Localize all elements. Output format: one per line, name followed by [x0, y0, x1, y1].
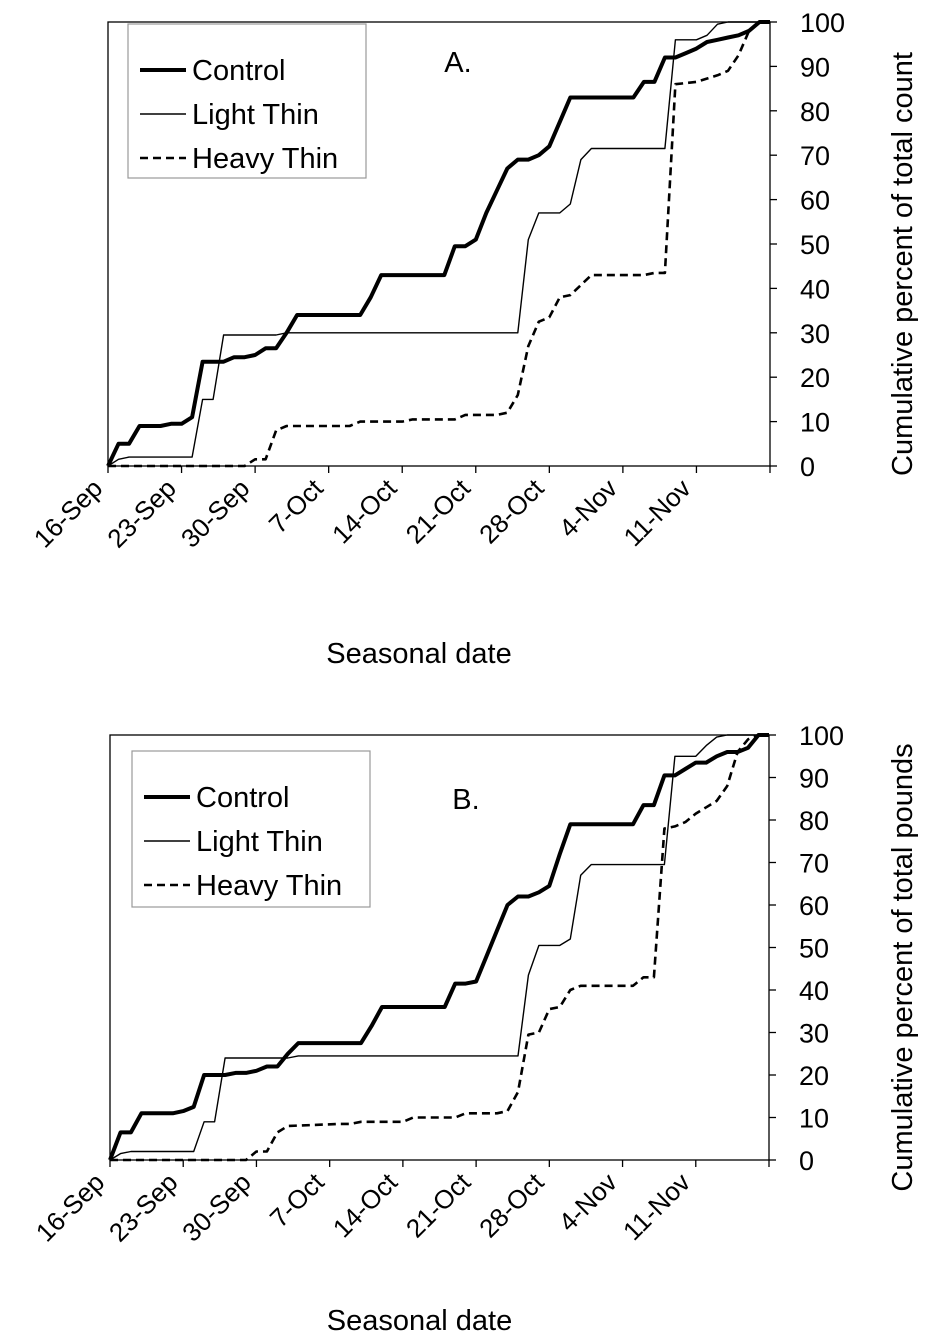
x-tick-label: 11-Nov	[618, 473, 697, 552]
y-tick-label: 30	[800, 319, 830, 349]
y-tick-label: 50	[800, 230, 830, 260]
y-tick-label: 50	[799, 934, 829, 964]
x-tick-label: 4-Nov	[553, 473, 623, 543]
y-tick-label: 90	[800, 52, 830, 82]
y-tick-label: 10	[799, 1104, 829, 1134]
y-tick-label: 100	[800, 8, 845, 38]
y-tick-label: 90	[799, 764, 829, 794]
x-tick-label: 23-Sep	[101, 473, 181, 553]
y-tick-label: 60	[799, 891, 829, 921]
y-tick-label: 0	[799, 1146, 814, 1176]
series-line-light-thin	[109, 734, 769, 1161]
legend-label: Heavy Thin	[196, 870, 342, 902]
x-tick-label: 11-Nov	[617, 1167, 696, 1246]
y-tick-label: 70	[799, 849, 829, 879]
y-tick-label: 70	[800, 141, 830, 171]
x-tick-label: 14-Oct	[326, 472, 403, 549]
x-tick-label: 7-Oct	[264, 1166, 331, 1233]
chart-panel-b: 0 10 20 30 40 50 60 70 80 90 100 16-Sep23-Sep30-Sep…	[30, 721, 919, 1337]
y-tick-label: 100	[799, 721, 844, 751]
x-tick-label: 21-Oct	[400, 1166, 477, 1243]
legend-box	[127, 23, 367, 179]
legend-box	[131, 750, 371, 908]
legend-label: Light Thin	[192, 99, 319, 131]
x-tick-label: 16-Sep	[28, 473, 108, 553]
x-axis-label: Seasonal date	[327, 1305, 512, 1337]
legend-label: Control	[192, 55, 286, 87]
panel-label: A.	[444, 47, 471, 79]
chart-panel-a: 0 10 20 30 40 50 60 70 80 90 100 16-Sep23-Sep30-Sep…	[28, 8, 919, 670]
x-tick-label: 30-Sep	[176, 1167, 256, 1247]
legend-label: Light Thin	[196, 826, 323, 858]
legend-label: Control	[196, 782, 290, 814]
x-tick-label: 23-Sep	[103, 1167, 183, 1247]
x-tick-label: 7-Oct	[263, 472, 330, 539]
series-line-control	[108, 733, 769, 1161]
series-line-heavy-thin	[108, 20, 770, 468]
x-tick-label: 30-Sep	[175, 473, 255, 553]
x-axis-label: Seasonal date	[326, 638, 511, 670]
y-axis-label: Cumulative percent of total pounds	[887, 743, 919, 1191]
series-line-light-thin	[107, 21, 770, 467]
legend-label: Heavy Thin	[192, 143, 338, 175]
y-tick-label: 40	[800, 274, 830, 304]
y-tick-label: 30	[799, 1019, 829, 1049]
series-line-heavy-thin	[110, 733, 769, 1162]
y-tick-label: 40	[799, 976, 829, 1006]
y-axis-label: Cumulative percent of total count	[887, 52, 919, 476]
y-tick-label: 0	[800, 452, 815, 482]
y-tick-label: 20	[799, 1061, 829, 1091]
x-tick-label: 16-Sep	[30, 1167, 110, 1247]
x-tick-label: 14-Oct	[327, 1166, 404, 1243]
y-tick-label: 10	[800, 408, 830, 438]
x-tick-label: 21-Oct	[400, 472, 477, 549]
y-tick-label: 60	[800, 186, 830, 216]
x-tick-label: 4-Nov	[553, 1167, 623, 1237]
x-tick-label: 28-Oct	[473, 472, 550, 549]
y-tick-label: 20	[800, 363, 830, 393]
x-tick-label: 28-Oct	[473, 1166, 550, 1243]
panel-label: B.	[452, 784, 479, 816]
y-tick-label: 80	[800, 97, 830, 127]
series-line-control	[106, 20, 770, 467]
y-tick-label: 80	[799, 806, 829, 836]
